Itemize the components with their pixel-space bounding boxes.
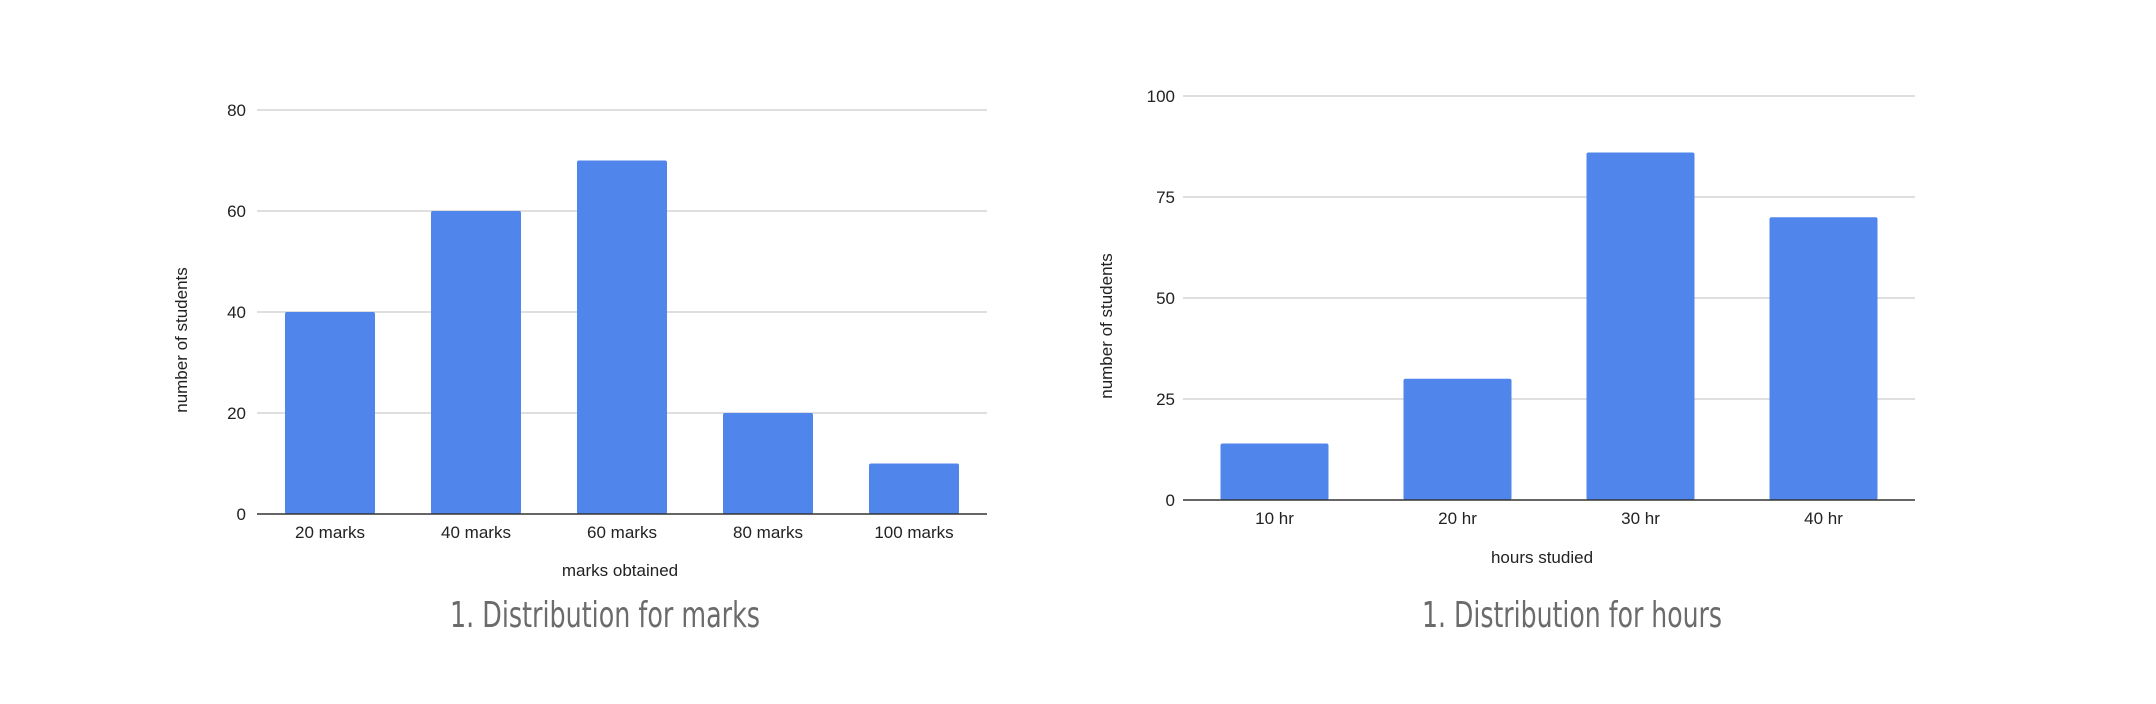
marks-chart-xlabel: marks obtained xyxy=(562,561,678,580)
hours-chart-caption: 1. Distribution for hours xyxy=(1422,595,1722,636)
marks-x-tick-label: 20 marks xyxy=(295,523,365,542)
hours-bar xyxy=(1403,378,1512,500)
hours-distribution-chart: number of students hours studied 1. Dist… xyxy=(1097,87,1915,636)
marks-distribution-chart: number of students marks obtained 1. Dis… xyxy=(172,101,987,636)
hours-y-tick-label: 75 xyxy=(1156,188,1175,207)
marks-bar xyxy=(723,413,813,514)
hours-y-tick-label: 25 xyxy=(1156,390,1175,409)
marks-y-tick-label: 20 xyxy=(227,404,246,423)
marks-x-tick-label: 60 marks xyxy=(587,523,657,542)
marks-bar xyxy=(431,211,521,514)
hours-x-tick-label: 40 hr xyxy=(1804,509,1843,528)
marks-x-tick-label: 40 marks xyxy=(441,523,511,542)
marks-chart-caption: 1. Distribution for marks xyxy=(450,595,760,636)
marks-y-tick-label: 60 xyxy=(227,202,246,221)
hours-bar xyxy=(1769,217,1878,500)
marks-chart-ylabel: number of students xyxy=(172,267,191,413)
hours-x-tick-label: 20 hr xyxy=(1438,509,1477,528)
hours-chart-xlabel: hours studied xyxy=(1491,548,1593,567)
marks-x-tick-label: 80 marks xyxy=(733,523,803,542)
marks-y-tick-label: 80 xyxy=(227,101,246,120)
hours-chart-ylabel: number of students xyxy=(1097,253,1116,399)
marks-bar xyxy=(577,160,667,514)
hours-x-tick-label: 10 hr xyxy=(1255,509,1294,528)
marks-y-tick-label: 0 xyxy=(237,505,246,524)
marks-bar xyxy=(869,463,959,514)
marks-bar xyxy=(285,312,375,514)
hours-x-tick-label: 30 hr xyxy=(1621,509,1660,528)
hours-y-tick-label: 50 xyxy=(1156,289,1175,308)
marks-x-tick-label: 100 marks xyxy=(874,523,953,542)
hours-y-tick-label: 0 xyxy=(1166,491,1175,510)
marks-y-tick-label: 40 xyxy=(227,303,246,322)
hours-y-tick-label: 100 xyxy=(1147,87,1175,106)
hours-bar xyxy=(1220,443,1329,500)
hours-bar xyxy=(1586,152,1695,500)
